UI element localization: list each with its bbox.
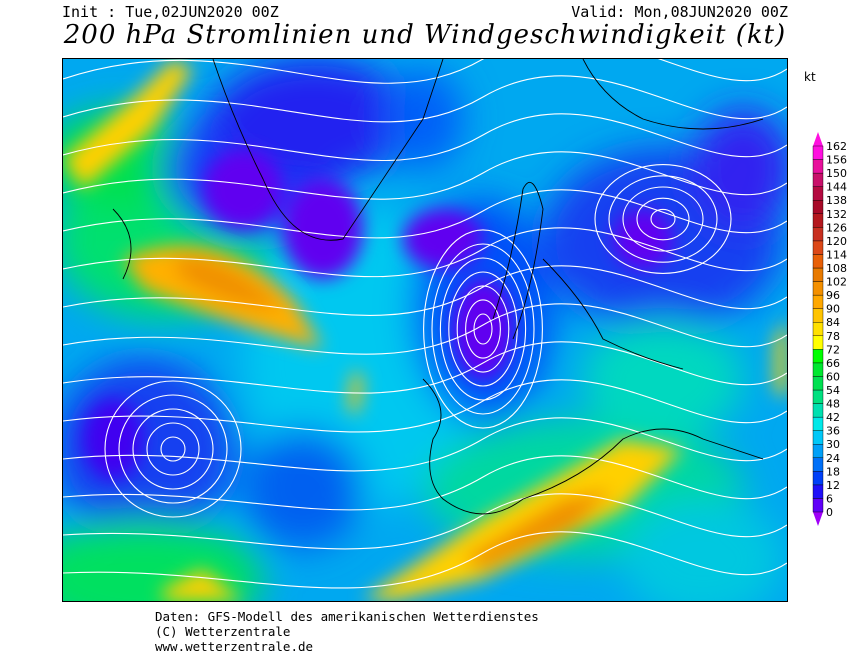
streamline bbox=[622, 186, 704, 252]
legend-label: 12 bbox=[826, 479, 840, 492]
legend-swatch bbox=[812, 444, 824, 458]
data-source: Daten: GFS-Modell des amerikanischen Wet… bbox=[155, 609, 539, 624]
valid-time: Valid: Mon,08JUN2020 00Z bbox=[571, 3, 788, 21]
legend-swatch bbox=[812, 484, 824, 499]
legend-swatch bbox=[812, 498, 824, 513]
streamline bbox=[118, 394, 228, 504]
legend-label: 150 bbox=[826, 167, 847, 180]
legend-swatch bbox=[812, 376, 824, 391]
streamline bbox=[63, 75, 787, 123]
streamline bbox=[431, 243, 535, 415]
legend-label: 36 bbox=[826, 425, 840, 438]
streamline bbox=[63, 341, 787, 394]
streamline bbox=[456, 285, 510, 373]
color-legend: 0612182430364248546066727884909610210811… bbox=[812, 132, 847, 526]
streamlines bbox=[63, 59, 787, 589]
legend-label: 156 bbox=[826, 154, 847, 167]
streamline bbox=[63, 455, 787, 511]
legend-label: 108 bbox=[826, 262, 847, 275]
legend-label: 24 bbox=[826, 452, 840, 465]
legend-swatch bbox=[812, 240, 824, 255]
legend-label: 66 bbox=[826, 357, 840, 370]
streamline bbox=[439, 257, 527, 401]
legend-label: 120 bbox=[826, 235, 847, 248]
legend-label: 72 bbox=[826, 343, 840, 356]
legend-swatch bbox=[812, 213, 824, 228]
legend-label: 96 bbox=[826, 289, 840, 302]
legend-swatch bbox=[812, 267, 824, 282]
legend-label: 42 bbox=[826, 411, 840, 424]
legend-swatch bbox=[812, 349, 824, 364]
legend-swatch bbox=[812, 172, 824, 187]
legend-arrow-bottom bbox=[813, 512, 823, 526]
streamline bbox=[104, 380, 242, 518]
legend-label: 84 bbox=[826, 316, 840, 329]
streamline bbox=[594, 164, 732, 274]
streamline bbox=[63, 59, 787, 84]
legend-swatch bbox=[812, 416, 824, 431]
streamline bbox=[63, 531, 787, 589]
legend-label: 54 bbox=[826, 384, 840, 397]
legend-swatch bbox=[812, 308, 824, 323]
legend-swatch bbox=[812, 389, 824, 404]
legend-label: 114 bbox=[826, 248, 847, 261]
streamline bbox=[146, 422, 200, 476]
legend-label: 60 bbox=[826, 370, 840, 383]
legend-swatch bbox=[812, 159, 824, 174]
streamline bbox=[132, 408, 214, 490]
legend-swatch bbox=[812, 200, 824, 214]
coastlines bbox=[112, 59, 764, 515]
legend-swatch bbox=[812, 471, 824, 486]
legend-swatch bbox=[812, 281, 824, 296]
legend-swatch bbox=[812, 430, 824, 445]
jet-streaks bbox=[63, 59, 787, 601]
streamline bbox=[63, 227, 787, 278]
legend-swatch bbox=[812, 145, 824, 160]
legend-swatch bbox=[812, 335, 824, 350]
legend-label: 102 bbox=[826, 276, 847, 289]
legend-label: 144 bbox=[826, 181, 847, 194]
streamline bbox=[608, 175, 718, 263]
legend-swatch bbox=[812, 186, 824, 201]
legend-swatch bbox=[812, 457, 824, 472]
legend-swatch bbox=[812, 362, 824, 377]
website: www.wetterzentrale.de bbox=[155, 639, 314, 654]
streamline bbox=[160, 436, 186, 462]
legend-swatch bbox=[812, 254, 824, 269]
streamline bbox=[650, 208, 676, 230]
legend-swatch bbox=[812, 322, 824, 336]
streamline bbox=[423, 229, 543, 429]
legend-label: 6 bbox=[826, 492, 833, 505]
streamline bbox=[465, 299, 501, 359]
legend-arrow-top bbox=[813, 132, 823, 146]
legend-label: 48 bbox=[826, 398, 840, 411]
streamline bbox=[63, 379, 787, 433]
init-time: Init : Tue,02JUN2020 00Z bbox=[62, 3, 279, 21]
streamline bbox=[63, 151, 787, 200]
legend-label: 90 bbox=[826, 303, 840, 316]
copyright: (C) Wetterzentrale bbox=[155, 624, 291, 639]
legend-label: 78 bbox=[826, 330, 840, 343]
legend-label: 18 bbox=[826, 465, 840, 478]
streamline bbox=[63, 265, 787, 316]
streamline bbox=[63, 113, 787, 162]
legend-label: 0 bbox=[826, 506, 833, 519]
legend-unit: kt bbox=[804, 70, 816, 84]
legend-label: 126 bbox=[826, 221, 847, 234]
legend-label: 162 bbox=[826, 140, 847, 153]
chart-title: 200 hPa Stromlinien und Windgeschwindigk… bbox=[63, 20, 787, 50]
legend-swatch bbox=[812, 403, 824, 418]
streamline bbox=[473, 313, 493, 345]
streamline bbox=[63, 303, 787, 355]
legend-swatch bbox=[812, 294, 824, 309]
legend-swatch bbox=[812, 227, 824, 242]
streamline bbox=[636, 197, 690, 241]
streamline bbox=[63, 493, 787, 550]
wind-speed-map bbox=[62, 58, 788, 602]
legend-label: 132 bbox=[826, 208, 847, 221]
legend-label: 138 bbox=[826, 194, 847, 207]
legend-label: 30 bbox=[826, 438, 840, 451]
